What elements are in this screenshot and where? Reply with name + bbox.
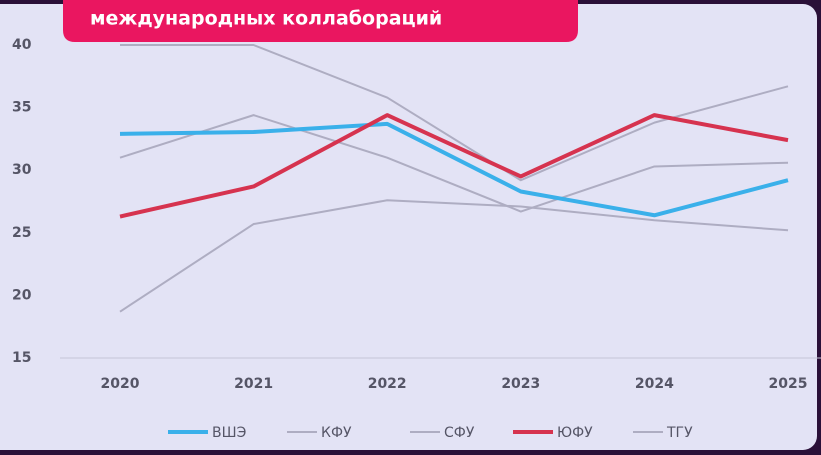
legend-label: СФУ xyxy=(444,425,475,441)
series-line xyxy=(119,114,789,213)
x-tick-label: 2023 xyxy=(501,376,540,392)
legend-label: КФУ xyxy=(321,425,352,441)
x-tick-label: 2020 xyxy=(101,376,140,392)
legend-label: ЮФУ xyxy=(557,425,593,441)
chart-title: международных коллабораций xyxy=(90,8,442,30)
series-line xyxy=(120,44,789,182)
y-tick-label: 30 xyxy=(12,162,32,178)
series-line xyxy=(119,199,789,313)
legend-label: ВШЭ xyxy=(212,425,246,441)
x-tick-label: 2022 xyxy=(368,376,407,392)
y-tick-label: 15 xyxy=(12,350,31,366)
series-line xyxy=(119,113,789,219)
y-tick-label: 20 xyxy=(12,287,32,303)
y-tick-label: 40 xyxy=(12,37,32,53)
panel xyxy=(0,4,817,450)
series-line xyxy=(119,121,789,218)
x-tick-label: 2024 xyxy=(635,376,674,392)
y-tick-label: 35 xyxy=(12,100,31,116)
legend-label: ТГУ xyxy=(666,425,693,441)
y-tick-label: 25 xyxy=(12,225,31,241)
x-tick-label: 2025 xyxy=(769,376,808,392)
title-box xyxy=(63,0,578,42)
x-tick-label: 2021 xyxy=(234,376,273,392)
